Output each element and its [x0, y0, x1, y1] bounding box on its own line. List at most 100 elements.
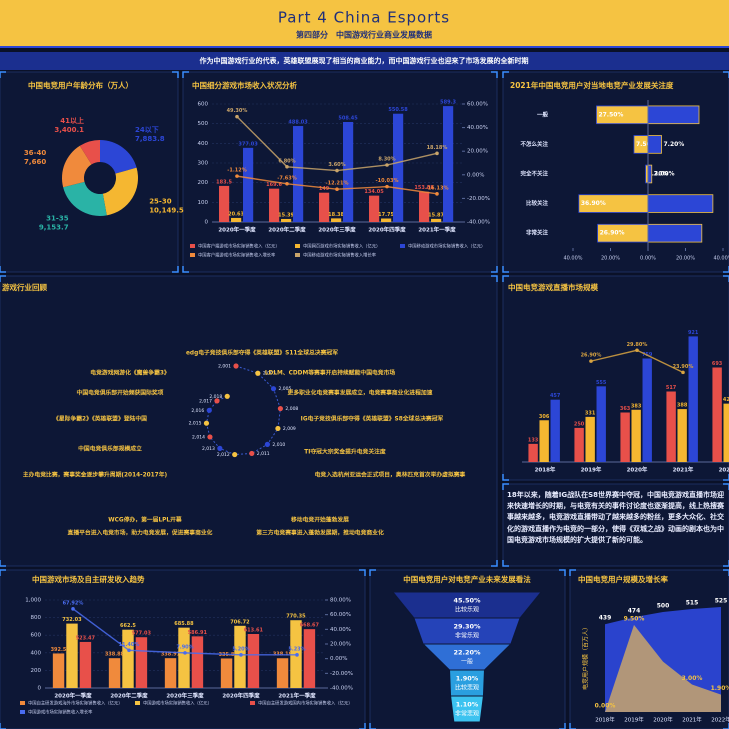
funnel-label: 非常乐观 [455, 632, 479, 640]
x-tick-label: 2020年 [653, 716, 673, 724]
panel-corner [172, 71, 179, 78]
panel-corner [723, 275, 729, 282]
bar [443, 106, 454, 222]
data-label: 153.88 [414, 185, 434, 191]
legend-label: 中国游戏市场实际销售收入（亿元） [143, 700, 212, 707]
bar [243, 147, 254, 222]
y2-tick-label: 40.00% [467, 125, 488, 131]
line-point [635, 348, 639, 353]
data-label: 693 [712, 361, 723, 367]
timeline-event: TI夺冠大宗奖金提升电竞关注度 [304, 448, 386, 456]
y2-tick-label: -40.00% [467, 220, 490, 226]
x-tick-label: 2020年三季度 [318, 226, 356, 234]
panel-corner [491, 266, 498, 273]
legend-swatch [135, 701, 140, 705]
timeline-year: 2,018 [209, 394, 222, 400]
text-block: 18年以来，随着IG战队在S8世界赛中夺冠，中国电竞游戏直播市场迎来快速增长的时… [507, 491, 725, 544]
donut-slice [63, 181, 107, 216]
x-tick-label: 2021年 [682, 716, 702, 724]
timeline-event: WCG停办，第一届LPL开幕 [108, 516, 182, 524]
x-tick-label: 2020年一季度 [218, 226, 256, 234]
data-label: 36.90% [581, 200, 606, 207]
bar [688, 336, 698, 462]
timeline-event: edg电子竞技俱乐部夺得《英雄联盟》S11全球总决赛冠军 [186, 349, 338, 357]
data-label: 550.58 [388, 107, 408, 113]
x-tick-label: 2018年 [595, 716, 615, 724]
data-label: 732.03 [62, 617, 82, 623]
data-label: 6.80% [278, 158, 295, 164]
page-title: Part 4 China Esports [278, 9, 450, 27]
data-label: 377.03 [238, 141, 258, 147]
y-tick-label: 200 [31, 668, 42, 674]
panel-corner [569, 723, 576, 729]
data-label: 2.00% [654, 171, 675, 178]
line-point [235, 174, 239, 178]
bar [539, 420, 549, 462]
x-tick-label: 2022年 [711, 716, 729, 724]
line-point [295, 653, 299, 657]
timeline-dot [255, 370, 261, 376]
line-point [285, 182, 289, 186]
legend-label: 中国客户端游戏市场实际销售收入增长率 [198, 252, 276, 259]
y-tick-label: 0 [38, 686, 42, 692]
line-point [335, 187, 339, 192]
data-label: 662.5 [120, 623, 136, 629]
data-label: 0.00% [595, 703, 616, 710]
data-label: 500 [657, 603, 670, 610]
chart-title: 2021年中国电竞用户对当地电竞产业发展关注度 [510, 80, 674, 90]
panel-corner [502, 275, 509, 282]
timeline-event: 电竞入选杭州亚运会正式项目，奥林匹克首次举办虚拟赛事 [315, 471, 466, 479]
data-label: -12.21% [326, 181, 349, 187]
legend-label: 中国自主研发游戏国内市场实际销售收入（亿元） [258, 700, 353, 707]
bar [574, 427, 584, 462]
panel-corner [569, 569, 576, 576]
bar [620, 412, 630, 462]
y2-tick-label: 80.00% [330, 598, 351, 604]
bar [220, 658, 233, 688]
timeline-dot [203, 420, 210, 426]
data-label: 7.90% [176, 644, 193, 650]
data-label: 20.63 [228, 211, 244, 217]
y-tick-label: 500 [198, 121, 209, 127]
bar [393, 113, 404, 222]
bar [178, 627, 190, 688]
line-point [435, 151, 439, 156]
bar [723, 403, 729, 462]
data-label: 26.90% [600, 230, 625, 237]
data-label: 668.67 [300, 623, 320, 629]
panel-corner [491, 71, 498, 78]
timeline-dot [232, 451, 238, 458]
data-label: 685.88 [174, 621, 194, 627]
bar [66, 623, 78, 688]
bar [642, 358, 652, 462]
timeline-dot [277, 405, 284, 412]
data-label: 517 [666, 385, 677, 391]
data-label: 7.50% [636, 141, 657, 148]
line-point [681, 370, 685, 375]
slice-label: 31-35 [46, 214, 69, 222]
timeline-year: 2,013 [202, 446, 215, 452]
x-tick-label: 2022年 [719, 466, 729, 474]
bar [666, 391, 676, 462]
data-label: 589.3 [440, 100, 456, 106]
data-label: 577.03 [132, 631, 152, 637]
y2-tick-label: -40.00% [330, 686, 353, 692]
panel-corner [182, 266, 189, 273]
bar [381, 218, 392, 222]
data-label: 7.20% [664, 141, 685, 148]
funnel-label: 比较乐观 [455, 606, 479, 614]
panel-corner [723, 560, 729, 567]
y-tick-label: 1,000 [25, 598, 41, 604]
bar [596, 386, 606, 462]
x-tick-label: 2021年一季度 [278, 692, 316, 700]
slice-value: 7,883.8 [135, 135, 165, 143]
panel-corner [369, 569, 376, 576]
donut-slice [79, 140, 100, 165]
panel-corner [502, 474, 509, 481]
y-tick-label: 200 [198, 180, 209, 186]
line-point [71, 607, 75, 611]
category-label: 不怎么关注 [520, 140, 548, 148]
data-label: -1.12% [227, 168, 246, 174]
data-label: 383 [631, 403, 642, 409]
data-label: 363 [620, 406, 631, 412]
